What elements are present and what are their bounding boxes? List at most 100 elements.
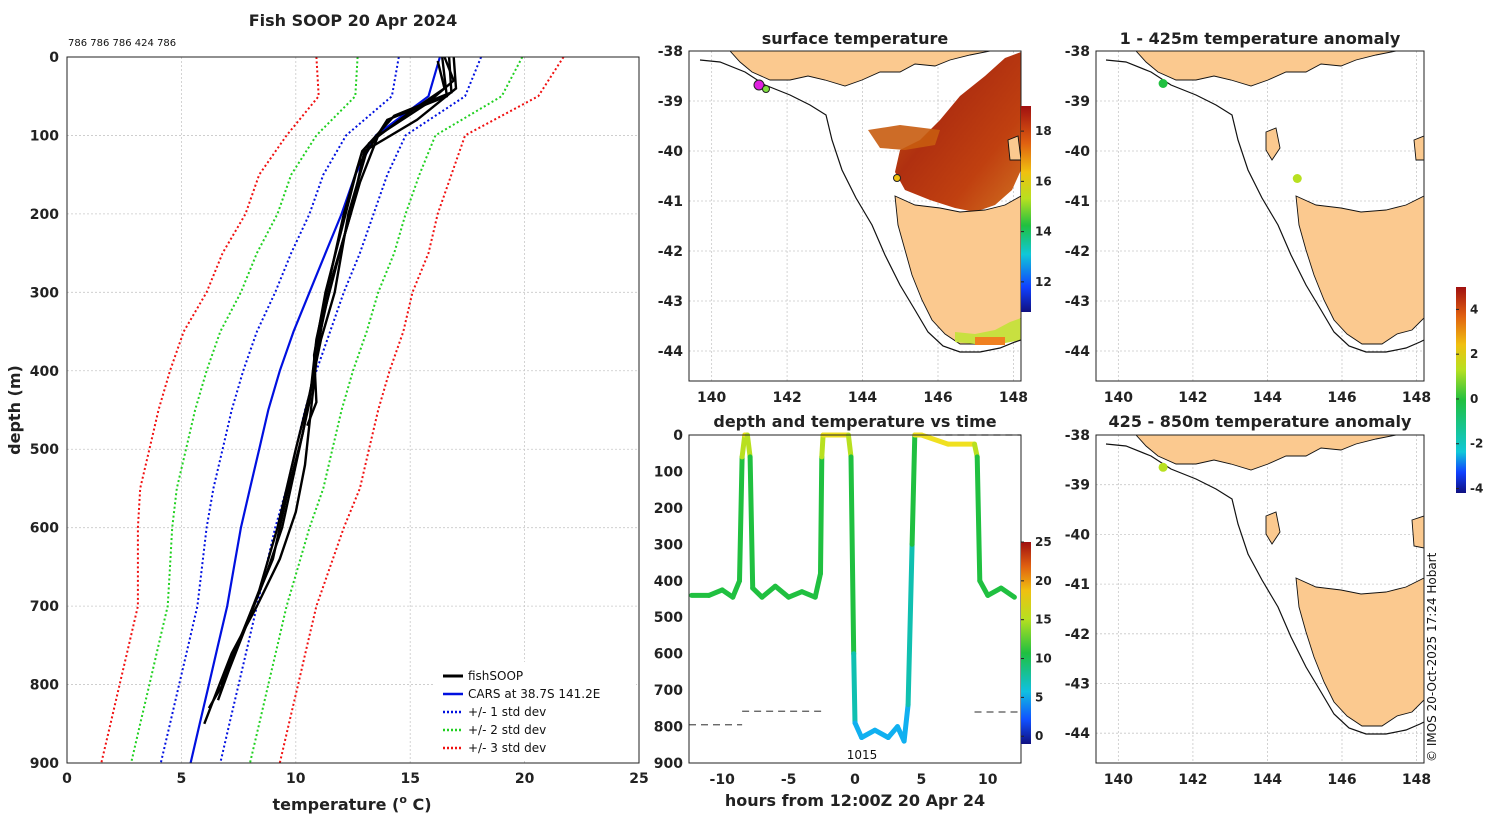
depth-time-colorbar xyxy=(1021,542,1031,744)
y-tick-900: 900 xyxy=(654,756,683,772)
x-tick-146: 146 xyxy=(923,390,952,406)
anomaly-lower-tasmania xyxy=(1295,577,1424,727)
y-tick-100: 100 xyxy=(30,128,59,144)
x-tick-146: 146 xyxy=(1327,390,1356,406)
profile-panel: Fish SOOP 20 Apr 2024 786 786 786 424 78… xyxy=(5,11,649,814)
anomaly-upper-title: 1 - 425m temperature anomaly xyxy=(1120,29,1401,48)
std3-line-low xyxy=(100,56,320,764)
track-segment-37 xyxy=(998,585,1017,600)
x-tick-148: 148 xyxy=(999,390,1028,406)
x-tick-140: 140 xyxy=(697,390,726,406)
sst-map-title: surface temperature xyxy=(762,29,949,48)
legend-std2: +/- 2 std dev xyxy=(468,723,546,737)
std1-line-low xyxy=(159,56,400,764)
anomaly-lower-panel: 425 - 850m temperature anomaly 140 142 144… xyxy=(1065,287,1483,788)
legend-cars: CARS at 38.7S 141.2E xyxy=(468,687,600,701)
y-tick-100: 100 xyxy=(654,464,683,480)
sst-shelf-contour xyxy=(699,59,1021,353)
anomaly-lower-mainland xyxy=(1135,435,1397,471)
anomaly-upper-ticks: 140 142 144 146 148 -38 -39 -40 -41 -42 -43 -44 xyxy=(1065,44,1431,406)
profile-ids: 786 786 786 424 786 xyxy=(68,38,176,49)
depth-time-annotation: 1015 xyxy=(847,748,878,762)
profile-x-label: temperature (o C) xyxy=(272,793,431,814)
track-segment-16 xyxy=(818,454,825,576)
x-tick-140: 140 xyxy=(1104,772,1133,788)
y-tick--43: -43 xyxy=(1065,294,1090,310)
x-tick-15: 15 xyxy=(400,771,419,787)
anomaly-upper-frame xyxy=(1095,50,1425,382)
y-tick--43: -43 xyxy=(658,294,683,310)
cb-tick-14: 14 xyxy=(1035,225,1052,239)
profile-y-ticks: 0 100 200 300 400 500 600 700 800 900 xyxy=(30,50,59,772)
fishsoop-profile-1 xyxy=(203,56,458,725)
y-tick-400: 400 xyxy=(30,364,59,380)
cars-mean-line xyxy=(189,56,441,764)
profile-grid xyxy=(66,56,640,764)
sst-map-ticks: 140 142 144 146 148 -38 -39 -40 -41 -42 -43 -44 xyxy=(658,44,1028,406)
cb-tick-12: 12 xyxy=(1035,275,1052,289)
x-tick-140: 140 xyxy=(1104,390,1133,406)
anomaly-upper-points xyxy=(1158,79,1302,183)
y-tick-300: 300 xyxy=(654,537,683,553)
x-tick-10: 10 xyxy=(978,772,998,788)
track-segment-24 xyxy=(872,727,891,740)
cb-tick-0: 0 xyxy=(1470,392,1478,406)
y-tick--44: -44 xyxy=(1065,344,1091,360)
legend-fishsoop: fishSOOP xyxy=(468,669,523,683)
legend-std3: +/- 3 std dev xyxy=(468,741,546,755)
profile-legend: fishSOOP CARS at 38.7S 141.2E +/- 1 std … xyxy=(434,662,636,760)
cb-tick-2: 2 xyxy=(1470,347,1478,361)
y-tick--38: -38 xyxy=(1065,428,1090,444)
y-tick-700: 700 xyxy=(30,599,59,615)
sst-flinders-island xyxy=(1007,135,1021,161)
anomaly-lower-ticks: 140 142 144 146 148 -38 -39 -40 -41 -42 -43 -44 xyxy=(1065,428,1431,788)
anomaly-upper-panel: 1 - 425m temperature anomaly 140 142 144 14… xyxy=(1065,29,1431,406)
credit-text: © IMOS 20-Oct-2025 17:24 Hobart xyxy=(1425,552,1439,762)
y-tick--41: -41 xyxy=(1065,577,1090,593)
std1-line-high xyxy=(219,56,483,764)
anomaly-lower-king-island xyxy=(1265,511,1281,545)
y-tick--42: -42 xyxy=(1065,244,1090,260)
track-segment-17 xyxy=(819,432,826,460)
anomaly-lower-frame xyxy=(1095,434,1425,764)
anomaly-colorbar xyxy=(1456,287,1466,493)
sst-warm-strip xyxy=(868,125,940,150)
track-segment-8 xyxy=(744,432,753,460)
legend-std1: +/- 1 std dev xyxy=(468,705,546,719)
anomaly-colorbar-ticks: 4 2 0 -2 -4 xyxy=(1456,302,1483,496)
cb-tick-15: 15 xyxy=(1035,613,1052,627)
anomaly-lower-point-1 xyxy=(1158,462,1168,472)
profile-title: Fish SOOP 20 Apr 2024 xyxy=(249,11,458,30)
profile-series xyxy=(100,56,565,764)
x-tick-20: 20 xyxy=(515,771,535,787)
y-tick-200: 200 xyxy=(654,501,683,517)
x-tick-144: 144 xyxy=(1253,772,1282,788)
y-tick-0: 0 xyxy=(49,50,59,66)
y-tick-800: 800 xyxy=(30,678,59,694)
y-tick-500: 500 xyxy=(30,442,59,458)
depth-time-panel: depth and temperature vs time 1015 -10 -5… xyxy=(654,412,1052,810)
sst-colorbar-ticks: 12 14 16 18 xyxy=(1021,124,1052,289)
sst-fishsoop-point xyxy=(753,79,765,91)
track-segment-12 xyxy=(772,583,792,600)
cb-tick--4: -4 xyxy=(1470,482,1483,496)
y-tick--40: -40 xyxy=(1065,527,1091,543)
std2-line-low xyxy=(130,56,359,764)
x-tick-142: 142 xyxy=(772,390,801,406)
track-segment-20 xyxy=(848,454,857,657)
track-segment-9 xyxy=(747,454,756,591)
y-tick--38: -38 xyxy=(658,44,683,60)
track-segment-35 xyxy=(977,578,991,598)
sst-orange-patch xyxy=(975,337,1005,345)
y-tick-700: 700 xyxy=(654,683,683,699)
cb-tick-4: 4 xyxy=(1470,302,1478,316)
x-tick--5: -5 xyxy=(781,772,797,788)
track-segment-23 xyxy=(859,727,878,740)
y-tick--43: -43 xyxy=(1065,676,1090,692)
y-tick--42: -42 xyxy=(1065,627,1090,643)
cb-tick-20: 20 xyxy=(1035,574,1052,588)
track-segment-4 xyxy=(730,578,742,600)
y-tick--41: -41 xyxy=(1065,194,1090,210)
